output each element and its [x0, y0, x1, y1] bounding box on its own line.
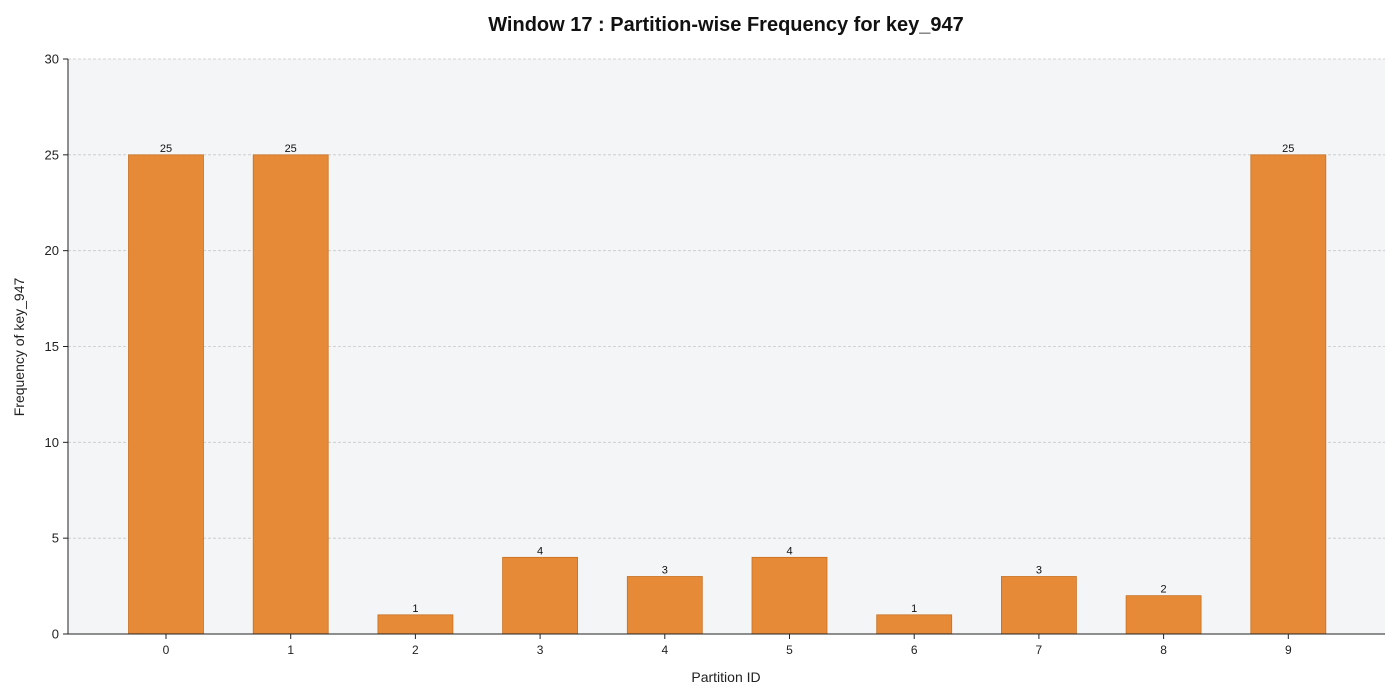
bar — [1250, 154, 1327, 635]
y-tick-label: 5 — [52, 531, 59, 546]
bars — [128, 154, 1327, 635]
x-axis-label: Partition ID — [691, 669, 760, 685]
y-tick-label: 20 — [45, 243, 59, 258]
x-tick-label: 3 — [537, 643, 544, 657]
x-tick-label: 2 — [412, 643, 419, 657]
bar — [626, 576, 703, 635]
x-tick-label: 6 — [911, 643, 918, 657]
x-tick-label: 8 — [1160, 643, 1167, 657]
bar-value-label: 3 — [1036, 565, 1042, 577]
bar — [128, 154, 204, 635]
x-tick-label: 7 — [1036, 643, 1043, 657]
y-ticks: 0 5 10 15 20 25 30 — [45, 52, 68, 642]
bar-value-label: 25 — [285, 143, 297, 155]
x-tick-label: 0 — [163, 643, 170, 657]
y-tick-label: 15 — [45, 339, 59, 354]
bar-value-label: 3 — [662, 565, 668, 577]
x-ticks: 0 1 2 3 4 5 6 7 8 9 — [163, 634, 1292, 657]
bar-value-label: 4 — [786, 545, 792, 557]
x-tick-label: 9 — [1285, 643, 1292, 657]
bar-value-label: 1 — [412, 603, 418, 615]
bar — [876, 614, 953, 635]
y-tick-label: 10 — [45, 435, 59, 450]
x-tick-label: 1 — [287, 643, 294, 657]
bar — [252, 154, 329, 635]
bar — [377, 614, 454, 635]
y-tick-label: 30 — [45, 52, 59, 67]
bar — [1001, 576, 1077, 635]
x-tick-label: 4 — [661, 643, 668, 657]
grid-lines — [68, 58, 1385, 539]
bar — [1125, 595, 1202, 635]
y-tick-label: 0 — [52, 627, 59, 642]
bar-value-label: 25 — [160, 143, 172, 155]
bar — [751, 556, 828, 635]
chart-title: Window 17 : Partition-wise Frequency for… — [488, 14, 964, 36]
bar — [502, 556, 579, 635]
bar-value-label: 25 — [1282, 143, 1294, 155]
bar-value-label: 2 — [1161, 584, 1167, 596]
bar-value-label: 1 — [911, 603, 917, 615]
bar-value-label: 4 — [537, 545, 543, 557]
y-tick-label: 25 — [45, 147, 59, 162]
x-tick-label: 5 — [786, 643, 793, 657]
y-axis-label: Frequency of key_947 — [11, 278, 27, 417]
